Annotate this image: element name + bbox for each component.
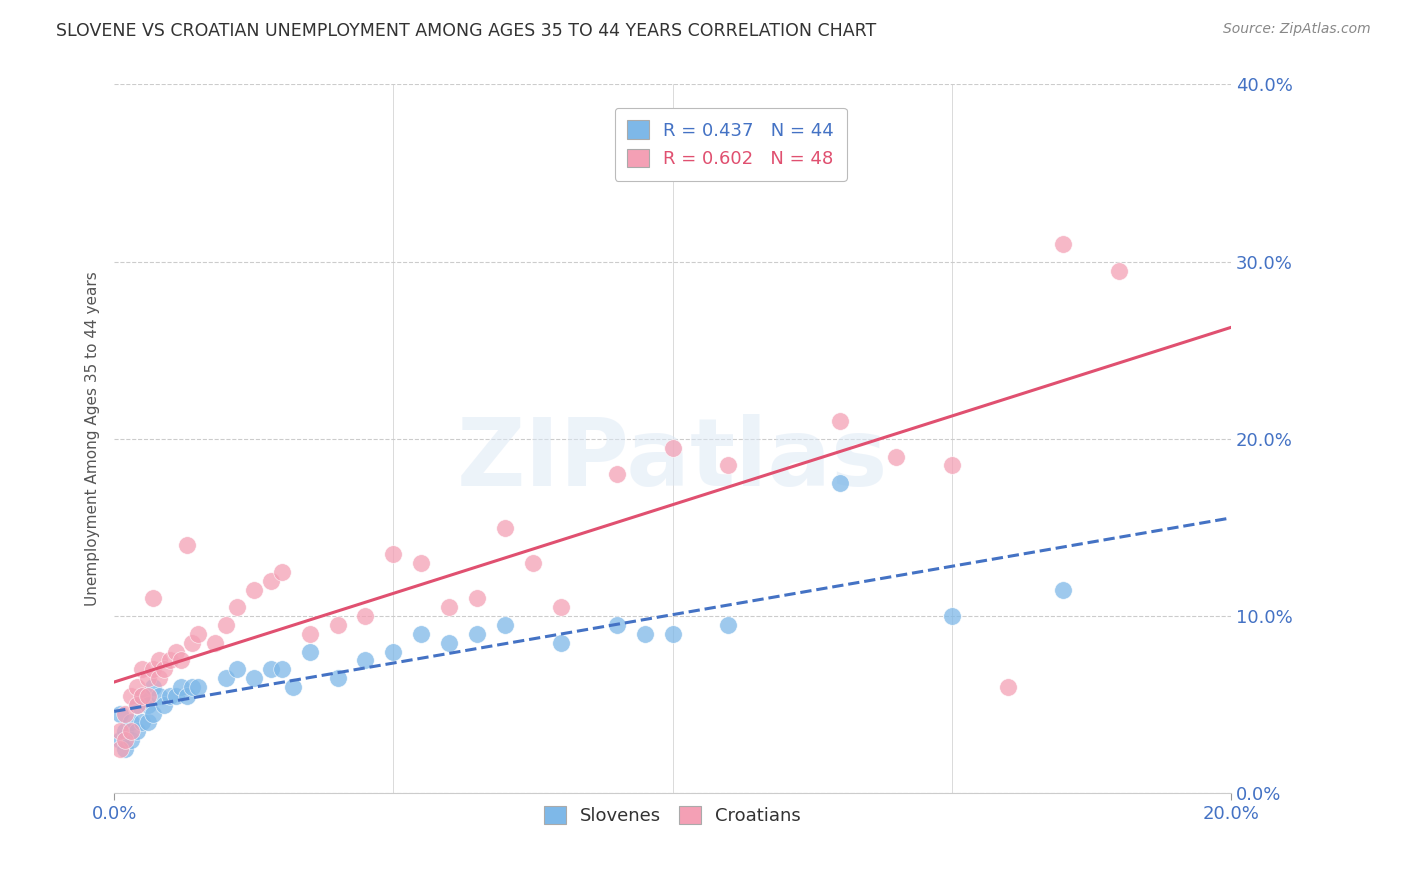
Point bbox=[108, 733, 131, 747]
Point bbox=[148, 653, 170, 667]
Point bbox=[159, 653, 181, 667]
Point bbox=[941, 458, 963, 473]
Point bbox=[125, 698, 148, 712]
Point bbox=[411, 556, 433, 570]
Point bbox=[181, 636, 204, 650]
Point bbox=[259, 574, 281, 588]
Point bbox=[153, 662, 176, 676]
Point bbox=[326, 618, 349, 632]
Point bbox=[215, 618, 238, 632]
Point bbox=[142, 662, 165, 676]
Point bbox=[170, 680, 193, 694]
Point bbox=[176, 538, 198, 552]
Text: ZIPatlas: ZIPatlas bbox=[457, 414, 889, 506]
Point bbox=[170, 653, 193, 667]
Point bbox=[114, 733, 136, 747]
Point bbox=[114, 742, 136, 756]
Point bbox=[114, 724, 136, 739]
Point bbox=[465, 627, 488, 641]
Point bbox=[494, 520, 516, 534]
Point bbox=[226, 662, 249, 676]
Legend: Slovenes, Croatians: Slovenes, Croatians bbox=[534, 797, 810, 834]
Y-axis label: Unemployment Among Ages 35 to 44 years: Unemployment Among Ages 35 to 44 years bbox=[86, 271, 100, 607]
Point bbox=[153, 698, 176, 712]
Point bbox=[125, 698, 148, 712]
Point bbox=[131, 689, 153, 703]
Point bbox=[148, 671, 170, 685]
Point bbox=[717, 458, 740, 473]
Point bbox=[165, 644, 187, 658]
Point bbox=[1052, 582, 1074, 597]
Point bbox=[120, 724, 142, 739]
Point bbox=[142, 591, 165, 606]
Point bbox=[997, 680, 1019, 694]
Point bbox=[550, 636, 572, 650]
Point bbox=[136, 715, 159, 730]
Point bbox=[606, 618, 628, 632]
Point bbox=[187, 680, 209, 694]
Point bbox=[120, 733, 142, 747]
Point bbox=[120, 715, 142, 730]
Point bbox=[884, 450, 907, 464]
Point bbox=[204, 636, 226, 650]
Point bbox=[828, 476, 851, 491]
Point bbox=[259, 662, 281, 676]
Point bbox=[136, 698, 159, 712]
Point bbox=[142, 706, 165, 721]
Point bbox=[131, 715, 153, 730]
Point bbox=[298, 644, 321, 658]
Point bbox=[136, 671, 159, 685]
Point bbox=[131, 689, 153, 703]
Point bbox=[226, 600, 249, 615]
Point bbox=[437, 636, 460, 650]
Point bbox=[108, 742, 131, 756]
Text: Source: ZipAtlas.com: Source: ZipAtlas.com bbox=[1223, 22, 1371, 37]
Point bbox=[522, 556, 544, 570]
Point bbox=[159, 689, 181, 703]
Point bbox=[165, 689, 187, 703]
Text: SLOVENE VS CROATIAN UNEMPLOYMENT AMONG AGES 35 TO 44 YEARS CORRELATION CHART: SLOVENE VS CROATIAN UNEMPLOYMENT AMONG A… bbox=[56, 22, 876, 40]
Point bbox=[1108, 263, 1130, 277]
Point bbox=[242, 582, 264, 597]
Point bbox=[114, 706, 136, 721]
Point bbox=[187, 627, 209, 641]
Point bbox=[941, 609, 963, 624]
Point bbox=[131, 662, 153, 676]
Point bbox=[326, 671, 349, 685]
Point bbox=[382, 547, 405, 561]
Point bbox=[242, 671, 264, 685]
Point bbox=[148, 689, 170, 703]
Point bbox=[1052, 236, 1074, 251]
Point bbox=[411, 627, 433, 641]
Point bbox=[108, 724, 131, 739]
Point bbox=[136, 689, 159, 703]
Point bbox=[125, 680, 148, 694]
Point bbox=[108, 706, 131, 721]
Point bbox=[494, 618, 516, 632]
Point bbox=[633, 627, 655, 641]
Point bbox=[281, 680, 304, 694]
Point bbox=[606, 467, 628, 482]
Point bbox=[828, 414, 851, 428]
Point bbox=[270, 662, 292, 676]
Point bbox=[465, 591, 488, 606]
Point bbox=[717, 618, 740, 632]
Point bbox=[125, 724, 148, 739]
Point bbox=[550, 600, 572, 615]
Point bbox=[661, 441, 683, 455]
Point bbox=[354, 609, 377, 624]
Point bbox=[354, 653, 377, 667]
Point bbox=[298, 627, 321, 641]
Point bbox=[382, 644, 405, 658]
Point bbox=[215, 671, 238, 685]
Point bbox=[270, 565, 292, 579]
Point bbox=[120, 689, 142, 703]
Point bbox=[181, 680, 204, 694]
Point bbox=[661, 627, 683, 641]
Point bbox=[437, 600, 460, 615]
Point bbox=[176, 689, 198, 703]
Point bbox=[142, 680, 165, 694]
